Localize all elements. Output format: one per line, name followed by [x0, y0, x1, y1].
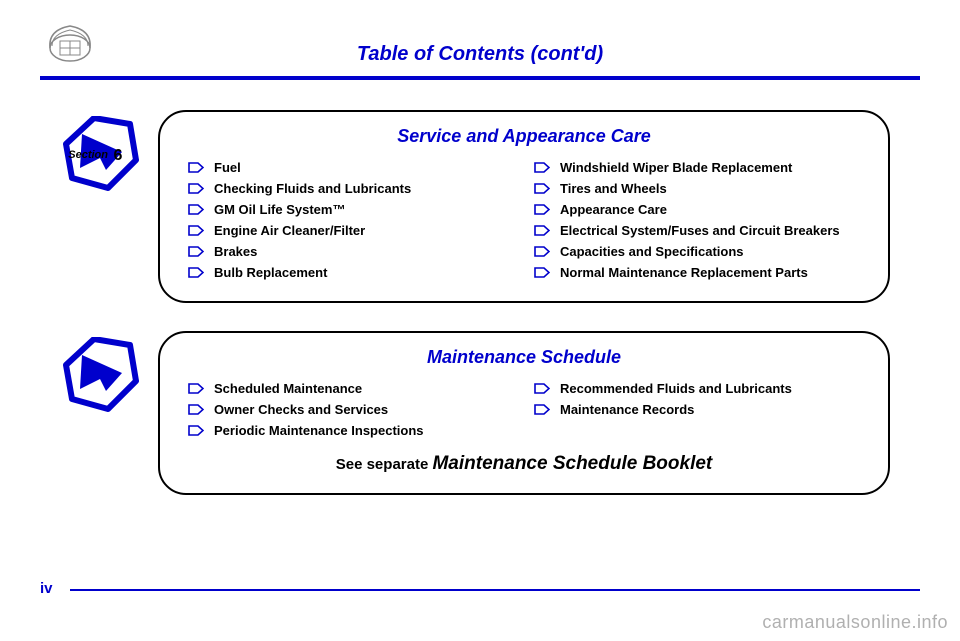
bullet-icon [188, 183, 204, 194]
service-care-title: Service and Appearance Care [188, 126, 860, 147]
bullet-icon [188, 204, 204, 215]
toc-item[interactable]: Recommended Fluids and Lubricants [534, 378, 860, 399]
page-number: iv [40, 580, 53, 597]
toc-item[interactable]: Engine Air Cleaner/Filter [188, 220, 514, 241]
toc-item[interactable]: Electrical System/Fuses and Circuit Brea… [534, 220, 860, 241]
bullet-icon [188, 246, 204, 257]
header-rule [40, 76, 920, 80]
toc-item[interactable]: Checking Fluids and Lubricants [188, 178, 514, 199]
bullet-icon [534, 225, 550, 236]
toc-item-label: Bulb Replacement [214, 265, 327, 280]
page-title: Table of Contents (cont'd) [120, 43, 840, 70]
toc-item[interactable]: Scheduled Maintenance [188, 378, 514, 399]
section-arrow-badge: Section 6 [60, 116, 140, 192]
section-number: 6 [114, 147, 123, 164]
maintenance-box: Maintenance Schedule Scheduled Maintenan… [158, 331, 890, 495]
toc-item[interactable]: Fuel [188, 157, 514, 178]
bullet-icon [534, 162, 550, 173]
toc-item-label: Appearance Care [560, 202, 667, 217]
toc-item-label: Windshield Wiper Blade Replacement [560, 160, 792, 175]
footnote-prefix: See separate [336, 456, 433, 473]
bullet-icon [188, 162, 204, 173]
bullet-icon [534, 204, 550, 215]
toc-item-label: Capacities and Specifications [560, 244, 744, 259]
bullet-icon [188, 267, 204, 278]
maintenance-right-column: Recommended Fluids and Lubricants Mainten… [534, 378, 860, 441]
bullet-icon [188, 225, 204, 236]
toc-item[interactable]: Brakes [188, 241, 514, 262]
toc-item[interactable]: Normal Maintenance Replacement Parts [534, 262, 860, 283]
maintenance-title: Maintenance Schedule [188, 347, 860, 368]
toc-item[interactable]: Tires and Wheels [534, 178, 860, 199]
toc-item[interactable]: GM Oil Life System™ [188, 199, 514, 220]
toc-item[interactable]: Periodic Maintenance Inspections [188, 420, 514, 441]
toc-item-label: Engine Air Cleaner/Filter [214, 223, 365, 238]
toc-item-label: Checking Fluids and Lubricants [214, 181, 411, 196]
toc-item-label: Tires and Wheels [560, 181, 667, 196]
toc-item-label: Normal Maintenance Replacement Parts [560, 265, 808, 280]
section-label: Section [68, 149, 108, 161]
bullet-icon [534, 246, 550, 257]
cadillac-logo-icon [40, 20, 100, 70]
service-left-column: Fuel Checking Fluids and Lubricants GM Oil… [188, 157, 514, 283]
bullet-icon [188, 404, 204, 415]
bullet-icon [534, 267, 550, 278]
footer-rule [70, 589, 920, 591]
toc-item-label: Maintenance Records [560, 402, 694, 417]
maintenance-arrow-badge [60, 337, 140, 413]
toc-item[interactable]: Bulb Replacement [188, 262, 514, 283]
toc-item-label: GM Oil Life System™ [214, 202, 345, 217]
toc-item-label: Recommended Fluids and Lubricants [560, 381, 792, 396]
bullet-icon [534, 383, 550, 394]
toc-item-label: Electrical System/Fuses and Circuit Brea… [560, 223, 840, 238]
bullet-icon [188, 425, 204, 436]
toc-item[interactable]: Appearance Care [534, 199, 860, 220]
footnote-main: Maintenance Schedule Booklet [432, 453, 712, 474]
bullet-icon [534, 404, 550, 415]
service-care-box: Service and Appearance Care Fuel Checking… [158, 110, 890, 303]
toc-item[interactable]: Capacities and Specifications [534, 241, 860, 262]
bullet-icon [188, 383, 204, 394]
toc-item-label: Periodic Maintenance Inspections [214, 423, 424, 438]
maintenance-footnote: See separate Maintenance Schedule Bookle… [188, 453, 860, 475]
service-right-column: Windshield Wiper Blade Replacement Tires … [534, 157, 860, 283]
toc-item-label: Brakes [214, 244, 257, 259]
toc-item[interactable]: Maintenance Records [534, 399, 860, 420]
toc-item[interactable]: Windshield Wiper Blade Replacement [534, 157, 860, 178]
toc-item-label: Scheduled Maintenance [214, 381, 362, 396]
bullet-icon [534, 183, 550, 194]
toc-item-label: Fuel [214, 160, 241, 175]
watermark: carmanualsonline.info [762, 612, 948, 633]
toc-item[interactable]: Owner Checks and Services [188, 399, 514, 420]
toc-item-label: Owner Checks and Services [214, 402, 388, 417]
maintenance-left-column: Scheduled Maintenance Owner Checks and Se… [188, 378, 514, 441]
